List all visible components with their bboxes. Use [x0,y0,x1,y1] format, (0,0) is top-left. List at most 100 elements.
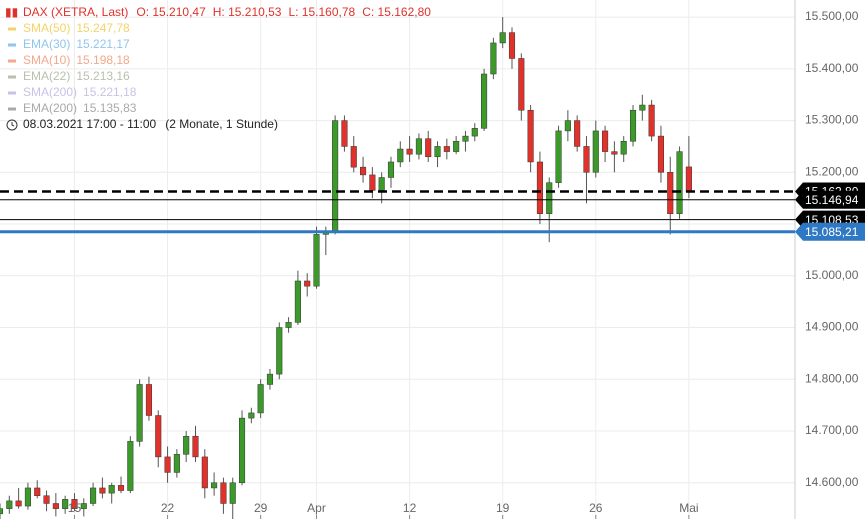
clock-hand [11,122,15,127]
candle-body [304,280,311,287]
indicator-value: 15.221,17 [76,37,130,51]
legend: ▮▮ DAX (XETRA, Last) O: 15.210,47 H: 15.210… [5,5,431,131]
candle-body [24,487,31,507]
price-label: 15.146,94 [805,193,859,207]
candle-body [229,482,236,504]
candle-body [499,32,506,44]
y-tick-label: 14.900,00 [805,320,859,334]
candle-body [555,130,562,183]
candle-body [406,148,413,155]
indicator-name: SMA(50) [23,21,70,35]
x-tick-label: 19 [496,501,510,515]
candle-body [415,138,422,155]
price-label: 15.085,21 [805,225,859,239]
candle-body [546,182,553,214]
price-label-box [795,190,865,209]
period: 08.03.2021 17:00 - 11:00 [23,117,157,131]
x-tick-label: Apr [307,501,326,515]
candle-body [574,120,581,147]
x-tick-label: Mai [679,501,698,515]
candle-body [285,322,292,328]
candle-body [685,166,692,192]
candle-body [350,146,357,168]
candle-body [238,417,246,484]
candle-body [155,415,162,458]
y-tick-label: 14.700,00 [805,423,859,437]
candle-body [387,161,395,178]
indicator-value: 15.135,83 [83,101,137,115]
candle-body [481,73,488,129]
candle-body [43,495,50,504]
candle-body [136,384,143,442]
candle-body [443,146,450,152]
indicator-name: SMA(200) [23,85,77,99]
candle-body [592,130,599,173]
x-tick-label: 22 [161,501,175,515]
candle-body [34,487,41,496]
candle-body [657,135,664,173]
ohlc-value: O: 15.210,47 [136,5,206,19]
indicator-name: EMA(30) [23,37,70,51]
candle-body [192,435,199,458]
candle-body [52,503,59,509]
candle-body [257,384,264,414]
candle-body [425,138,432,158]
candle-body [397,148,404,163]
candle-body [527,109,534,163]
candle-body [667,172,674,214]
candle-body [71,499,78,509]
candle-body [602,130,609,152]
candle-body [462,135,469,142]
candle-body [145,384,152,416]
candle-body [99,487,106,494]
candle-body [620,141,627,155]
indicator-value: 15.221,18 [83,85,137,99]
candle-body [173,454,180,473]
candle-body [0,508,4,515]
candle-body [360,166,367,176]
x-tick-label: 29 [254,501,268,515]
candle-body [453,141,460,152]
y-tick-label: 15.300,00 [805,113,859,127]
candle-body [369,174,376,191]
y-tick-label: 15.200,00 [805,164,859,178]
clock-icon [6,119,18,131]
candle-body [183,435,190,455]
candle-body [676,151,683,214]
indicator-value: 15.247,78 [76,21,130,35]
period-note: (2 Monate, 1 Stunde) [165,117,278,131]
indicator-value: 15.213,16 [76,69,130,83]
candle-body [611,151,618,155]
legend-title: DAX (XETRA, Last) [23,5,128,19]
indicator-value: 15.198,18 [76,53,130,67]
candle-body [639,104,646,111]
candle-body [341,120,348,147]
candle-body [536,161,543,214]
candle-body [90,487,97,504]
candle-body [564,120,571,132]
candle-body [313,234,320,287]
candle-body [220,482,227,504]
candle-body [108,485,115,494]
candle-body [583,146,590,173]
candle-body [201,456,208,489]
candle-body [6,500,13,509]
candle-body [378,177,385,191]
x-tick-label: 26 [589,501,603,515]
candle-body [164,456,171,473]
candle-body [490,42,497,75]
candle-body [15,500,22,507]
x-tick-label: 12 [403,501,417,515]
y-tick-label: 14.800,00 [805,371,859,385]
candle-body [80,503,87,509]
candle-body [127,441,134,491]
plot-area [0,17,692,519]
y-tick-label: 14.600,00 [805,475,859,489]
indicator-name: EMA(200) [23,101,77,115]
candle-body [508,32,516,59]
candle-body [629,109,637,142]
y-tick-label: 15.500,00 [805,9,859,23]
candle-body [117,485,125,491]
candle-body [266,373,274,385]
